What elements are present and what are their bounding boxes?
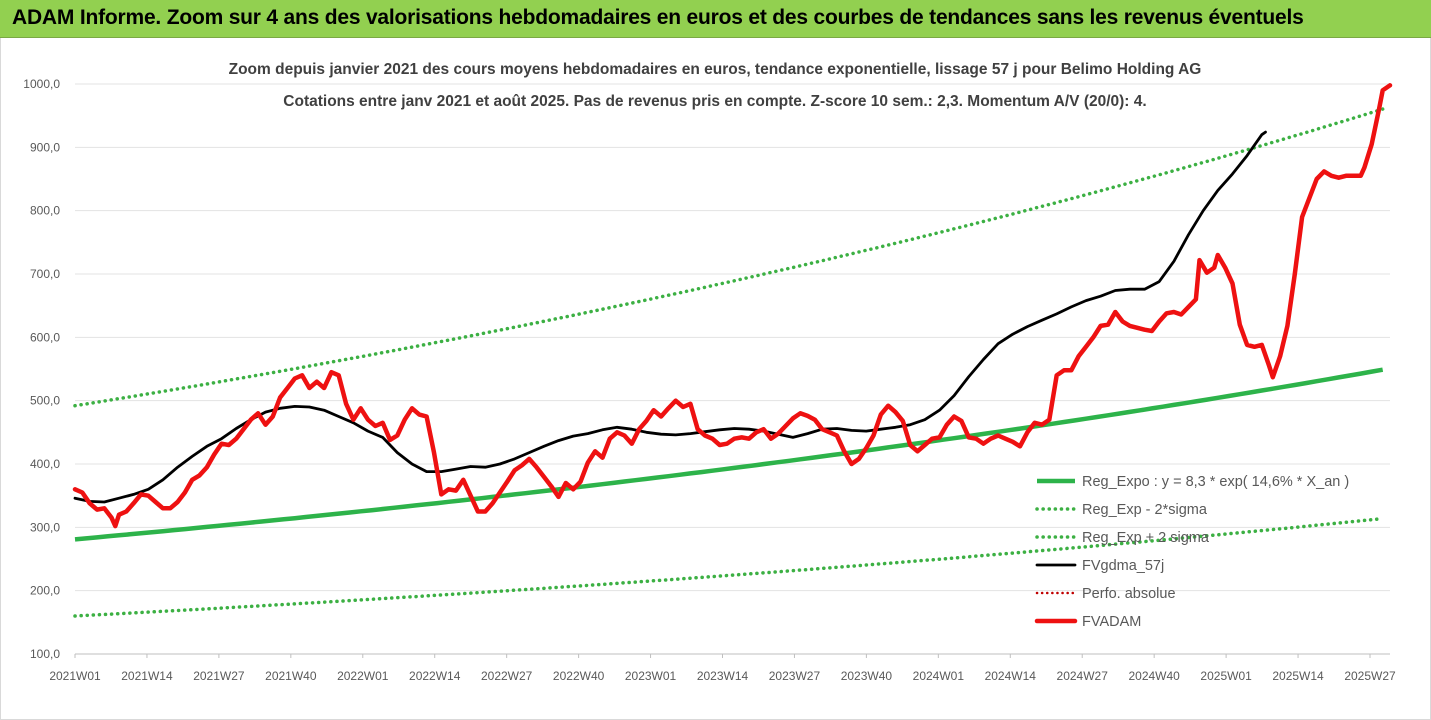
x-tick-label: 2021W40 [265, 669, 317, 683]
y-tick-label: 300,0 [30, 520, 60, 534]
legend-item-reg-expo: Reg_Expo : y = 8,3 * exp( 14,6% * X_an ) [1037, 474, 1349, 490]
x-tick-label: 2023W01 [625, 669, 677, 683]
x-tick-label: 2023W14 [697, 669, 749, 683]
x-tick-label: 2024W14 [985, 669, 1037, 683]
y-tick-label: 500,0 [30, 394, 60, 408]
x-tick-label: 2021W27 [193, 669, 245, 683]
x-tick-label: 2022W40 [553, 669, 605, 683]
x-tick-label: 2024W40 [1128, 669, 1180, 683]
legend-label: Reg_Expo : y = 8,3 * exp( 14,6% * X_an ) [1082, 474, 1349, 490]
y-tick-label: 700,0 [30, 267, 60, 281]
x-tick-label: 2025W14 [1272, 669, 1324, 683]
x-tick-label: 2022W14 [409, 669, 461, 683]
report-banner-title: ADAM Informe. Zoom sur 4 ans des valoris… [12, 6, 1304, 29]
x-tick-label: 2021W14 [121, 669, 173, 683]
report-banner: ADAM Informe. Zoom sur 4 ans des valoris… [0, 0, 1431, 38]
x-tick-label: 2023W40 [841, 669, 893, 683]
y-tick-label: 200,0 [30, 584, 60, 598]
x-tick-label: 2025W27 [1344, 669, 1396, 683]
x-tick-label: 2022W01 [337, 669, 389, 683]
y-tick-label: 900,0 [30, 140, 60, 154]
y-axis-ticks: 1000,0 900,0 800,0 700,0 600,0 500,0 400,0 300,… [23, 77, 60, 661]
legend-item-fvgdma-57j: FVgdma_57j [1035, 558, 1164, 574]
x-tick-label: 2021W01 [49, 669, 101, 683]
legend-item-perfo-absolue: Perfo. absolue [1035, 586, 1176, 602]
series-fvgdma-57j [73, 130, 1267, 504]
x-tick-label: 2024W27 [1057, 669, 1109, 683]
chart-subtitle: Cotations entre janv 2021 et août 2025. … [283, 93, 1146, 110]
y-tick-label: 100,0 [30, 647, 60, 661]
y-tick-label: 1000,0 [23, 77, 60, 91]
legend: Reg_Expo : y = 8,3 * exp( 14,6% * X_an )… [1034, 474, 1349, 630]
legend-label: FVgdma_57j [1082, 558, 1164, 574]
legend-label: Reg_Exp + 2 sigma [1082, 530, 1210, 546]
legend-label: Reg_Exp - 2*sigma [1082, 502, 1208, 518]
y-tick-label: 600,0 [30, 330, 60, 344]
series-reg-plus-2sigma [73, 516, 1385, 618]
x-tick-label: 2025W01 [1200, 669, 1252, 683]
x-axis-ticks: 2021W01 2021W14 2021W27 2021W40 2022W01 2022W… [49, 669, 1396, 683]
series-fvadam [72, 83, 1393, 529]
y-tick-label: 800,0 [30, 204, 60, 218]
series-lines [72, 83, 1393, 618]
gridlines [74, 83, 1390, 658]
legend-label: Perfo. absolue [1082, 586, 1176, 602]
y-tick-label: 400,0 [30, 457, 60, 471]
legend-item-reg-plus-2sigma: Reg_Exp + 2 sigma [1035, 530, 1210, 546]
legend-item-reg-minus-2sigma: Reg_Exp - 2*sigma [1035, 502, 1208, 518]
chart-title: Zoom depuis janvier 2021 des cours moyen… [229, 61, 1202, 78]
x-tick-label: 2024W01 [913, 669, 965, 683]
x-tick-label: 2023W27 [769, 669, 821, 683]
series-reg-minus-2sigma [73, 107, 1385, 408]
legend-label: FVADAM [1082, 614, 1141, 630]
legend-item-fvadam: FVADAM [1034, 614, 1141, 630]
x-tick-label: 2022W27 [481, 669, 533, 683]
series-reg-expo [74, 367, 1384, 542]
